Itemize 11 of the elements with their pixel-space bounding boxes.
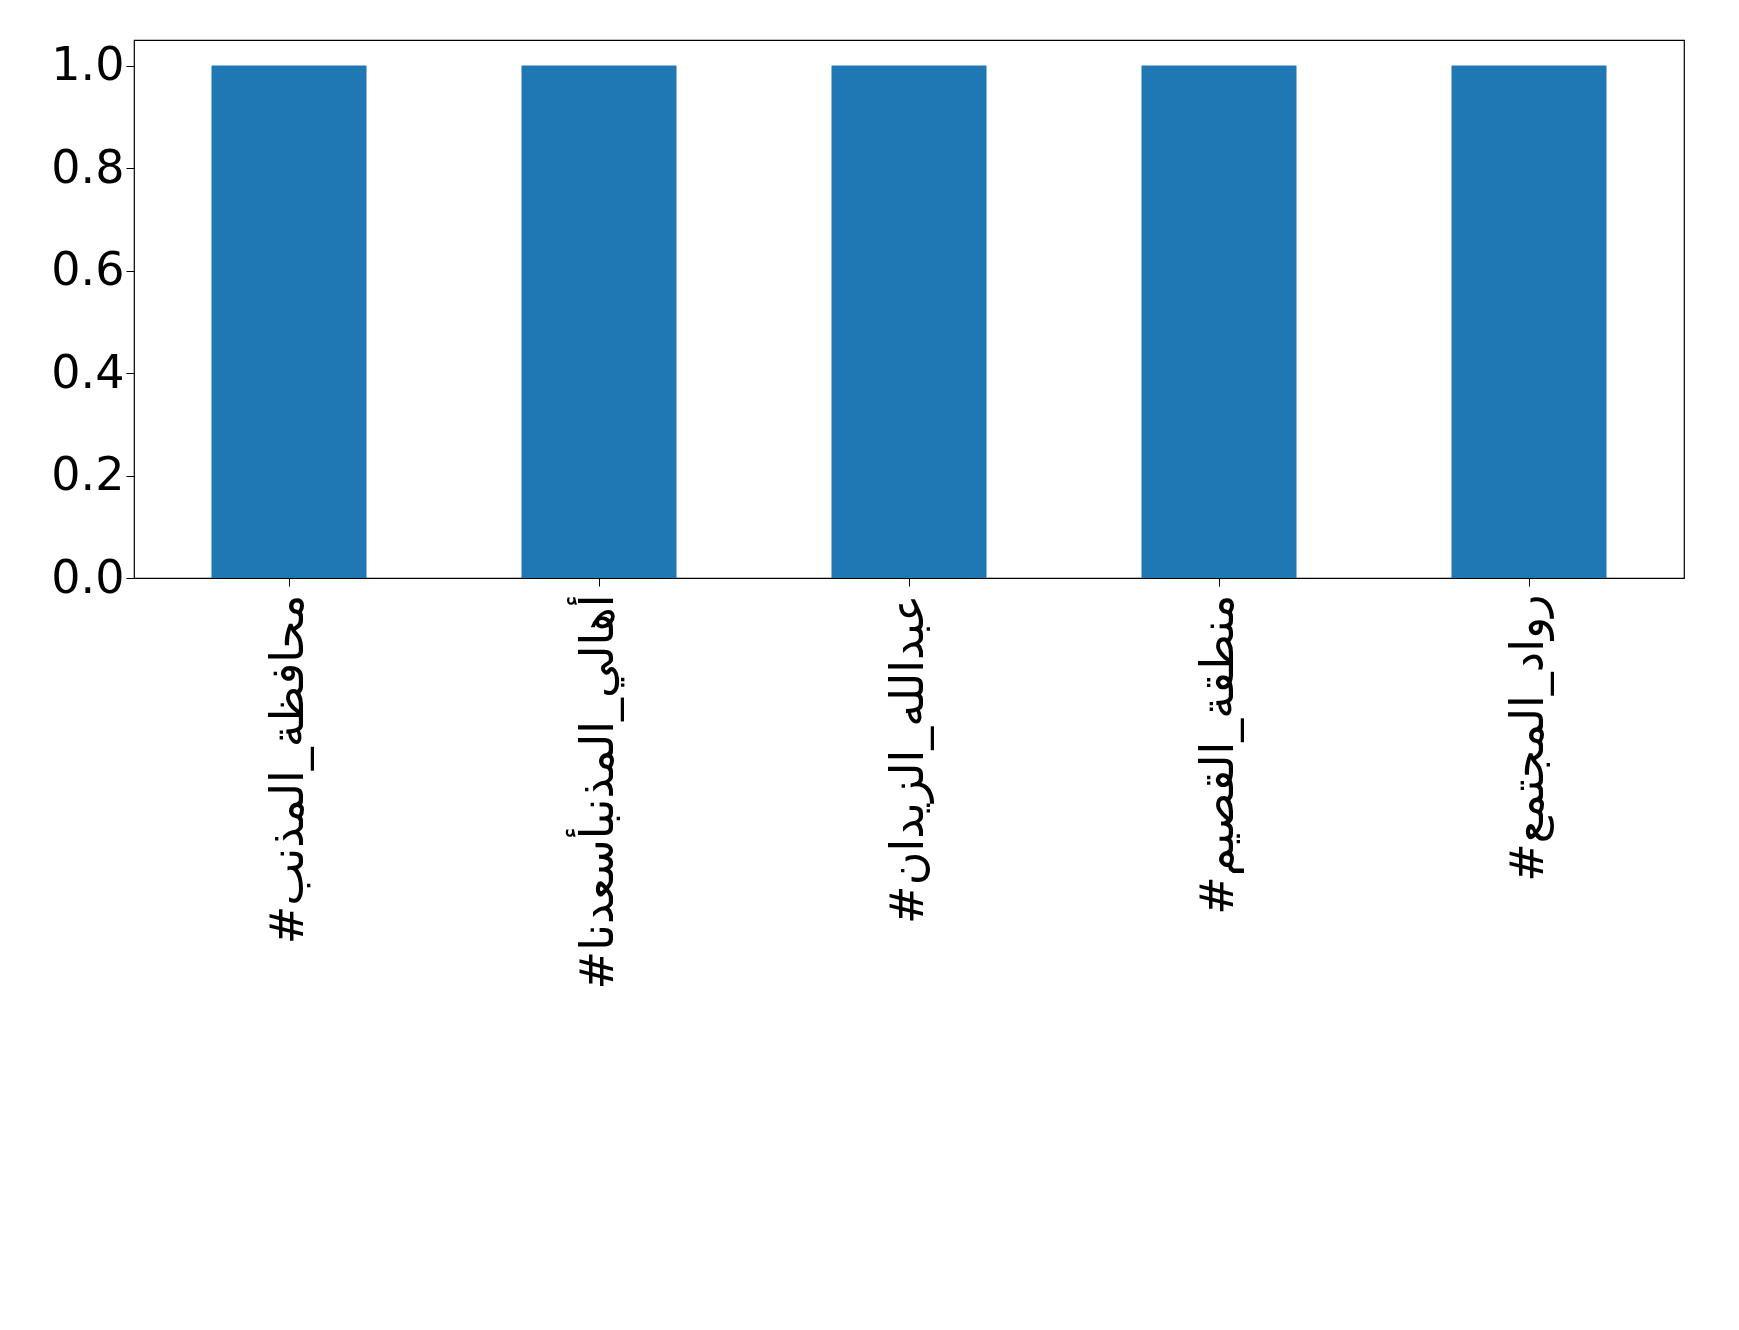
y-tick-label: 0.0 xyxy=(51,549,125,604)
x-tick-label: #رواد_المجتمع xyxy=(1500,594,1555,882)
y-tick-label: 0.8 xyxy=(51,139,125,194)
y-tick-label: 0.4 xyxy=(51,344,125,399)
x-tick-label: #عبدالله_الزيدان xyxy=(880,594,935,924)
y-tick-label: 0.6 xyxy=(51,242,125,297)
x-tick-label: #أهالي_المذنبأسعدنا xyxy=(565,594,625,990)
x-tick-label: #محافظة_المذنب xyxy=(260,594,314,945)
x-tick-label: #منطقة_القصيم xyxy=(1190,594,1244,915)
y-tick-label: 0.2 xyxy=(51,447,125,502)
y-tick-label: 1.0 xyxy=(51,37,125,92)
